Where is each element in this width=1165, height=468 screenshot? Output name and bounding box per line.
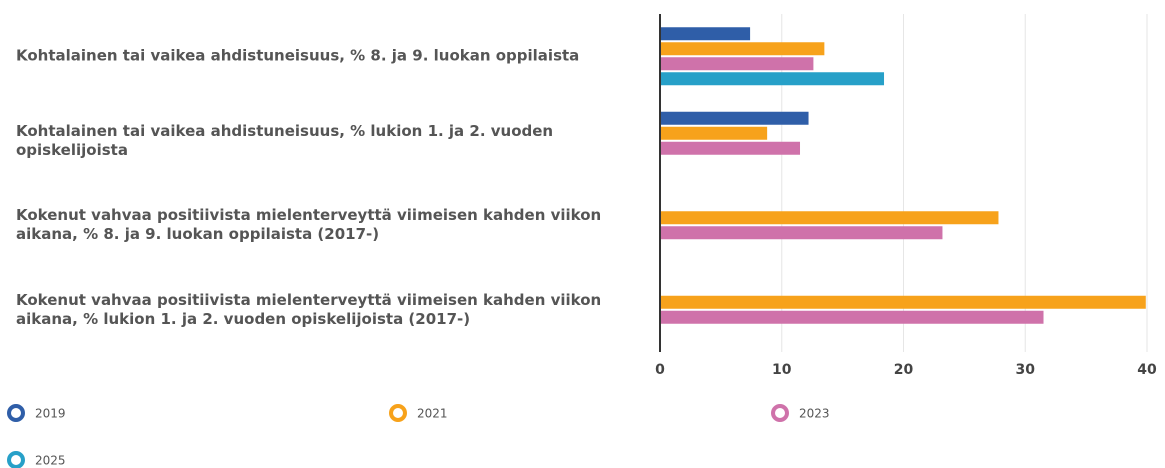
x-tick-label: 20 xyxy=(894,362,914,378)
bar xyxy=(660,126,768,140)
bar xyxy=(660,57,814,71)
bar xyxy=(660,226,943,240)
bar xyxy=(660,295,1146,309)
legend-marker xyxy=(7,404,25,422)
x-tick-label: 30 xyxy=(1016,362,1036,378)
category-label: Kokenut vahvaa positiivista mielentervey… xyxy=(16,290,602,328)
legend-marker xyxy=(7,451,25,468)
legend-label: 2023 xyxy=(799,407,830,421)
bar xyxy=(660,27,751,41)
legend-marker xyxy=(771,404,789,422)
legend-label: 2025 xyxy=(35,454,66,468)
category-label: Kohtalainen tai vaikea ahdistuneisuus, %… xyxy=(16,46,580,65)
bar xyxy=(660,72,885,86)
x-tick-label: 10 xyxy=(772,362,792,378)
bar xyxy=(660,111,809,125)
bar xyxy=(660,310,1044,324)
x-tick-label: 40 xyxy=(1137,362,1157,378)
category-label: Kohtalainen tai vaikea ahdistuneisuus, %… xyxy=(16,121,554,159)
category-label: Kokenut vahvaa positiivista mielentervey… xyxy=(16,206,602,244)
bar xyxy=(660,211,999,225)
legend-label: 2021 xyxy=(417,407,448,421)
legend-marker xyxy=(389,404,407,422)
bar xyxy=(660,42,825,56)
bar xyxy=(660,141,801,155)
legend-label: 2019 xyxy=(35,407,66,421)
x-tick-label: 0 xyxy=(655,362,665,378)
